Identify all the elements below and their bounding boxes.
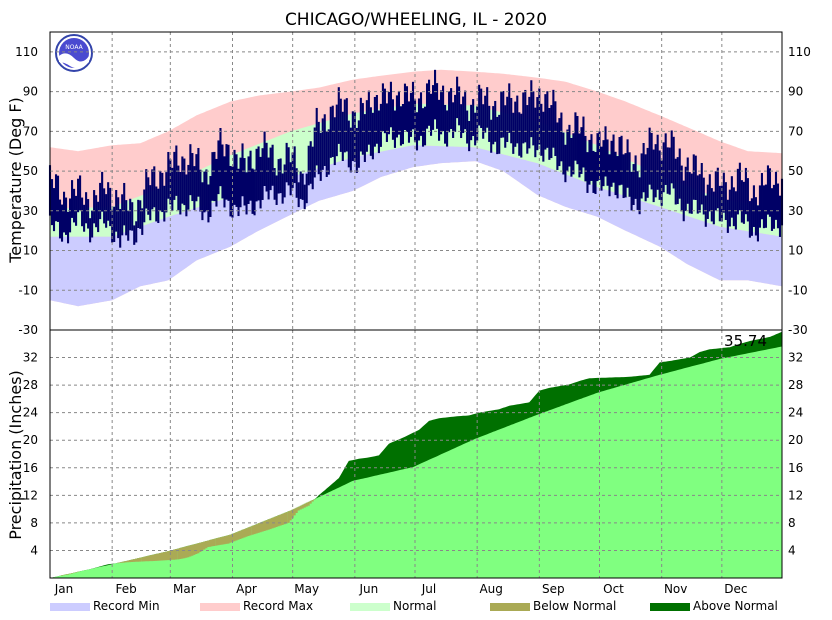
month-tick-label: Jun: [358, 582, 378, 596]
legend-label: Above Normal: [693, 599, 778, 613]
temperature-tick-label-left: 110: [15, 45, 38, 59]
precipitation-tick-label-left: 4: [30, 543, 38, 557]
precipitation-tick-label-right: 8: [788, 516, 796, 530]
svg-text:NOAA: NOAA: [65, 44, 83, 51]
month-tick-label: Feb: [116, 582, 137, 596]
temperature-tick-label-right: -30: [788, 323, 808, 337]
precipitation-tick-label-left: 20: [23, 433, 38, 447]
temperature-tick-label-left: 10: [23, 244, 38, 258]
normal-precipitation-area: [50, 346, 782, 578]
temperature-tick-label-right: 70: [788, 124, 803, 138]
precipitation-frame: [49, 329, 783, 579]
precipitation-tick-label-right: 28: [788, 378, 803, 392]
month-tick-label: Oct: [603, 582, 624, 596]
month-tick-label: Jan: [54, 582, 74, 596]
legend-label: Record Max: [243, 599, 313, 613]
temperature-tick-label-left: -10: [18, 283, 38, 297]
legend-swatch: [650, 603, 690, 611]
temperature-tick-label-right: 30: [788, 204, 803, 218]
temperature-tick-label-right: -10: [788, 283, 808, 297]
month-tick-label: Apr: [236, 582, 257, 596]
precipitation-tick-label-right: 4: [788, 543, 796, 557]
temperature-tick-label-right: 50: [788, 164, 803, 178]
month-tick-label: Mar: [173, 582, 196, 596]
chart-title: CHICAGO/WHEELING, IL - 2020: [285, 10, 547, 30]
legend-label: Normal: [393, 599, 436, 613]
legend-label: Below Normal: [533, 599, 616, 613]
temperature-tick-label-right: 10: [788, 244, 803, 258]
temperature-tick-label-right: 110: [788, 45, 811, 59]
legend-swatch: [490, 603, 530, 611]
legend-swatch: [50, 603, 90, 611]
temperature-tick-label-left: 70: [23, 124, 38, 138]
temperature-axis-label: Temperature (Deg F): [6, 97, 25, 264]
month-tick-label: Dec: [724, 582, 747, 596]
precipitation-tick-label-left: 24: [23, 406, 38, 420]
below-normal-area: [61, 499, 316, 576]
legend: Record Min Record Max Normal Below Normal Ab…: [50, 599, 778, 613]
precipitation-tick-label-left: 32: [23, 351, 38, 365]
temperature-tick-label-left: 50: [23, 164, 38, 178]
precipitation-tick-label-left: 16: [23, 461, 38, 475]
precipitation-tick-label-right: 20: [788, 433, 803, 447]
legend-label: Record Min: [93, 599, 160, 613]
precipitation-tick-label-right: 16: [788, 461, 803, 475]
noaa-logo-icon: NOAA: [55, 34, 93, 72]
temperature-tick-label-right: 90: [788, 85, 803, 99]
record-max-band: [50, 69, 782, 307]
precipitation-tick-label-left: 12: [23, 488, 38, 502]
precipitation-tick-label-left: 8: [30, 516, 38, 530]
precipitation-tick-label-right: 32: [788, 351, 803, 365]
precipitation-tick-label-right: 12: [788, 488, 803, 502]
temperature-tick-label-left: 30: [23, 204, 38, 218]
temperature-panel: 110 110 90 90 70 70 50 50 30 30 10 10 -10 -10 -30 -30: [15, 31, 811, 337]
precipitation-panel: 32 32 28 28 24 24 20 20 16 16 12 12 8 8 4 4: [23, 329, 803, 579]
month-tick-label: May: [294, 582, 319, 596]
temperature-tick-label-left: -30: [18, 323, 38, 337]
month-tick-label: Aug: [479, 582, 502, 596]
legend-swatch: [350, 603, 390, 611]
month-tick-label: Jul: [421, 582, 436, 596]
month-tick-label: Sep: [542, 582, 565, 596]
total-precipitation-label: 35.74: [724, 332, 767, 350]
legend-swatch: [200, 603, 240, 611]
observed-temperature-bars: [48, 69, 784, 248]
precipitation-axis-label: Precipitation (Inches): [6, 370, 25, 540]
temperature-tick-label-left: 90: [23, 85, 38, 99]
month-tick-label: Nov: [664, 582, 687, 596]
month-axis: Jan Feb Mar Apr May Jun Jul Aug Sep Oct Nov Dec: [54, 582, 748, 596]
precipitation-tick-label-right: 24: [788, 406, 803, 420]
precipitation-tick-label-left: 28: [23, 378, 38, 392]
